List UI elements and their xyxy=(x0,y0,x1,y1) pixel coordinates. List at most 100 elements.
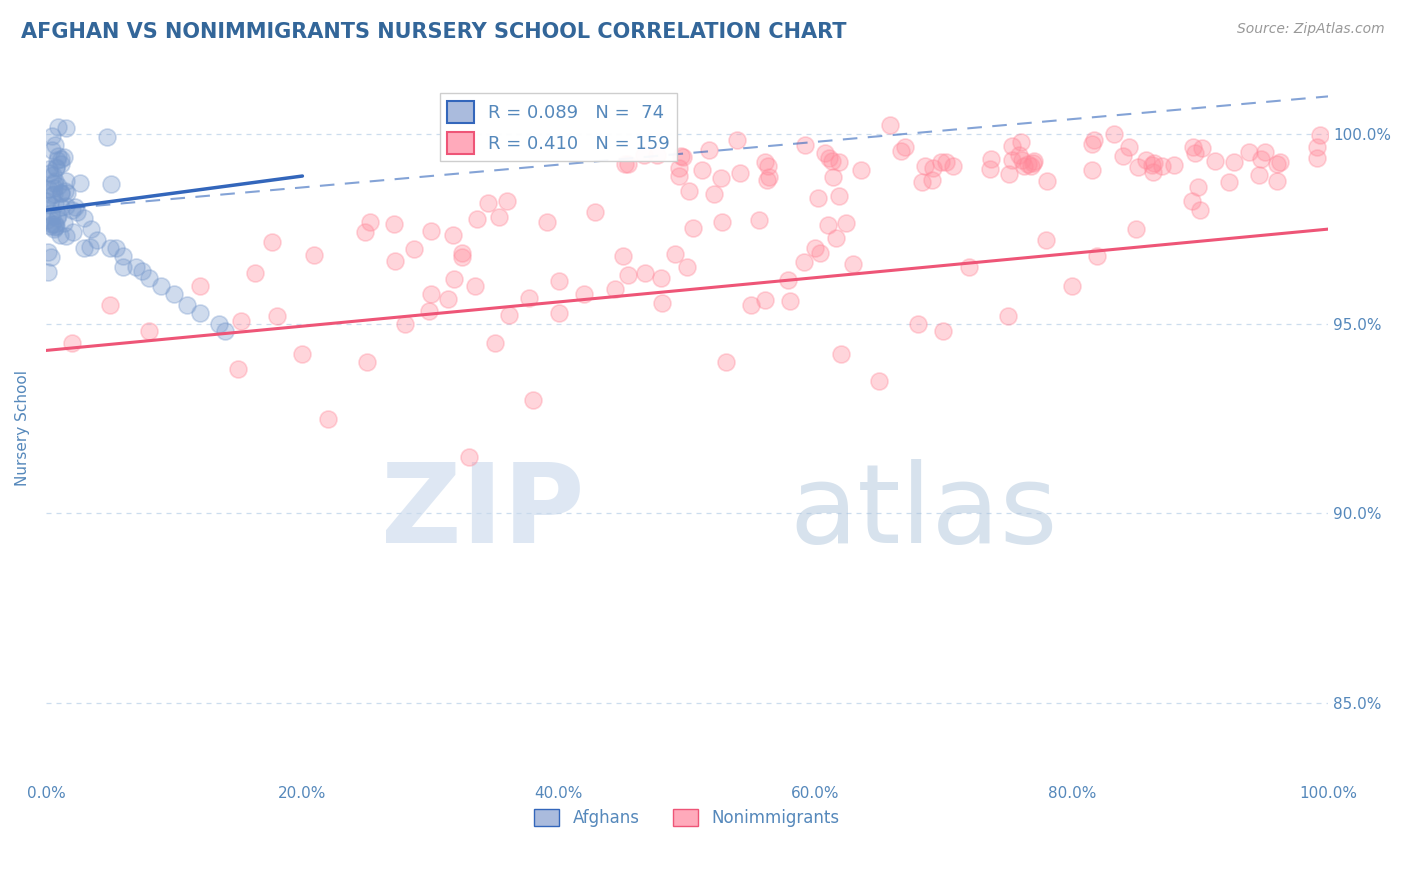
Point xyxy=(96,130,118,145)
Point xyxy=(44,137,66,152)
Point xyxy=(69,176,91,190)
Point xyxy=(1142,158,1164,172)
Point xyxy=(890,144,912,158)
Point xyxy=(728,166,751,180)
Point xyxy=(302,248,325,262)
Point xyxy=(176,298,198,312)
Point xyxy=(1135,153,1157,168)
Point xyxy=(997,310,1019,324)
Point xyxy=(44,220,66,235)
Point xyxy=(668,161,690,175)
Point xyxy=(488,210,510,224)
Point xyxy=(1128,160,1150,174)
Point xyxy=(1019,159,1042,173)
Point xyxy=(45,211,67,225)
Point xyxy=(1222,155,1244,169)
Point xyxy=(1253,145,1275,160)
Point xyxy=(45,219,67,233)
Point xyxy=(35,212,58,227)
Point xyxy=(668,169,690,184)
Point xyxy=(748,212,770,227)
Point xyxy=(817,218,839,232)
Point xyxy=(758,169,780,184)
Point xyxy=(131,264,153,278)
Point xyxy=(979,162,1001,177)
Point xyxy=(49,227,72,242)
Point xyxy=(1218,175,1240,189)
Point xyxy=(402,242,425,256)
Point xyxy=(998,167,1021,181)
Point xyxy=(1305,140,1327,154)
Point xyxy=(690,162,713,177)
Point xyxy=(100,177,122,191)
Point xyxy=(879,118,901,132)
Point xyxy=(830,347,852,361)
Point xyxy=(86,234,108,248)
Point xyxy=(893,140,915,154)
Point xyxy=(41,206,63,220)
Point xyxy=(703,187,725,202)
Point xyxy=(793,138,815,153)
Point xyxy=(42,221,65,235)
Point xyxy=(465,212,488,227)
Point xyxy=(63,200,86,214)
Text: ZIP: ZIP xyxy=(381,458,585,566)
Point xyxy=(669,149,692,163)
Point xyxy=(725,133,748,147)
Point xyxy=(163,286,186,301)
Point xyxy=(150,279,173,293)
Point xyxy=(44,197,66,211)
Point xyxy=(1125,222,1147,236)
Point xyxy=(548,274,571,288)
Point xyxy=(73,211,96,225)
Point xyxy=(1022,153,1045,168)
Point xyxy=(45,161,67,175)
Text: Source: ZipAtlas.com: Source: ZipAtlas.com xyxy=(1237,22,1385,37)
Point xyxy=(41,187,63,202)
Point xyxy=(828,189,851,203)
Point xyxy=(80,222,103,236)
Point xyxy=(756,173,779,187)
Point xyxy=(394,317,416,331)
Point xyxy=(756,159,779,173)
Point xyxy=(1152,160,1174,174)
Y-axis label: Nursery School: Nursery School xyxy=(15,370,30,486)
Point xyxy=(1010,135,1032,149)
Point xyxy=(1035,234,1057,248)
Point xyxy=(382,217,405,231)
Point xyxy=(451,251,474,265)
Point xyxy=(188,279,211,293)
Point xyxy=(714,355,737,369)
Point xyxy=(41,209,63,223)
Point xyxy=(125,260,148,274)
Point xyxy=(266,310,288,324)
Point xyxy=(1008,148,1031,162)
Point xyxy=(1181,140,1204,154)
Point xyxy=(44,181,66,195)
Point xyxy=(437,292,460,306)
Point xyxy=(38,162,60,177)
Point xyxy=(1247,168,1270,182)
Legend: Afghans, Nonimmigrants: Afghans, Nonimmigrants xyxy=(527,802,846,834)
Point xyxy=(1001,138,1024,153)
Point xyxy=(138,325,160,339)
Point xyxy=(1187,180,1209,194)
Point xyxy=(418,303,440,318)
Point xyxy=(825,230,848,244)
Point xyxy=(835,216,858,230)
Point xyxy=(1022,155,1045,169)
Text: atlas: atlas xyxy=(790,458,1059,566)
Point xyxy=(709,171,731,186)
Point xyxy=(214,325,236,339)
Point xyxy=(697,144,720,158)
Point xyxy=(49,186,72,200)
Point xyxy=(41,143,63,157)
Point xyxy=(1060,279,1083,293)
Point xyxy=(980,153,1002,167)
Point xyxy=(740,298,762,312)
Point xyxy=(842,257,865,271)
Point xyxy=(1250,152,1272,166)
Point xyxy=(55,228,77,243)
Point xyxy=(51,157,73,171)
Point xyxy=(934,154,956,169)
